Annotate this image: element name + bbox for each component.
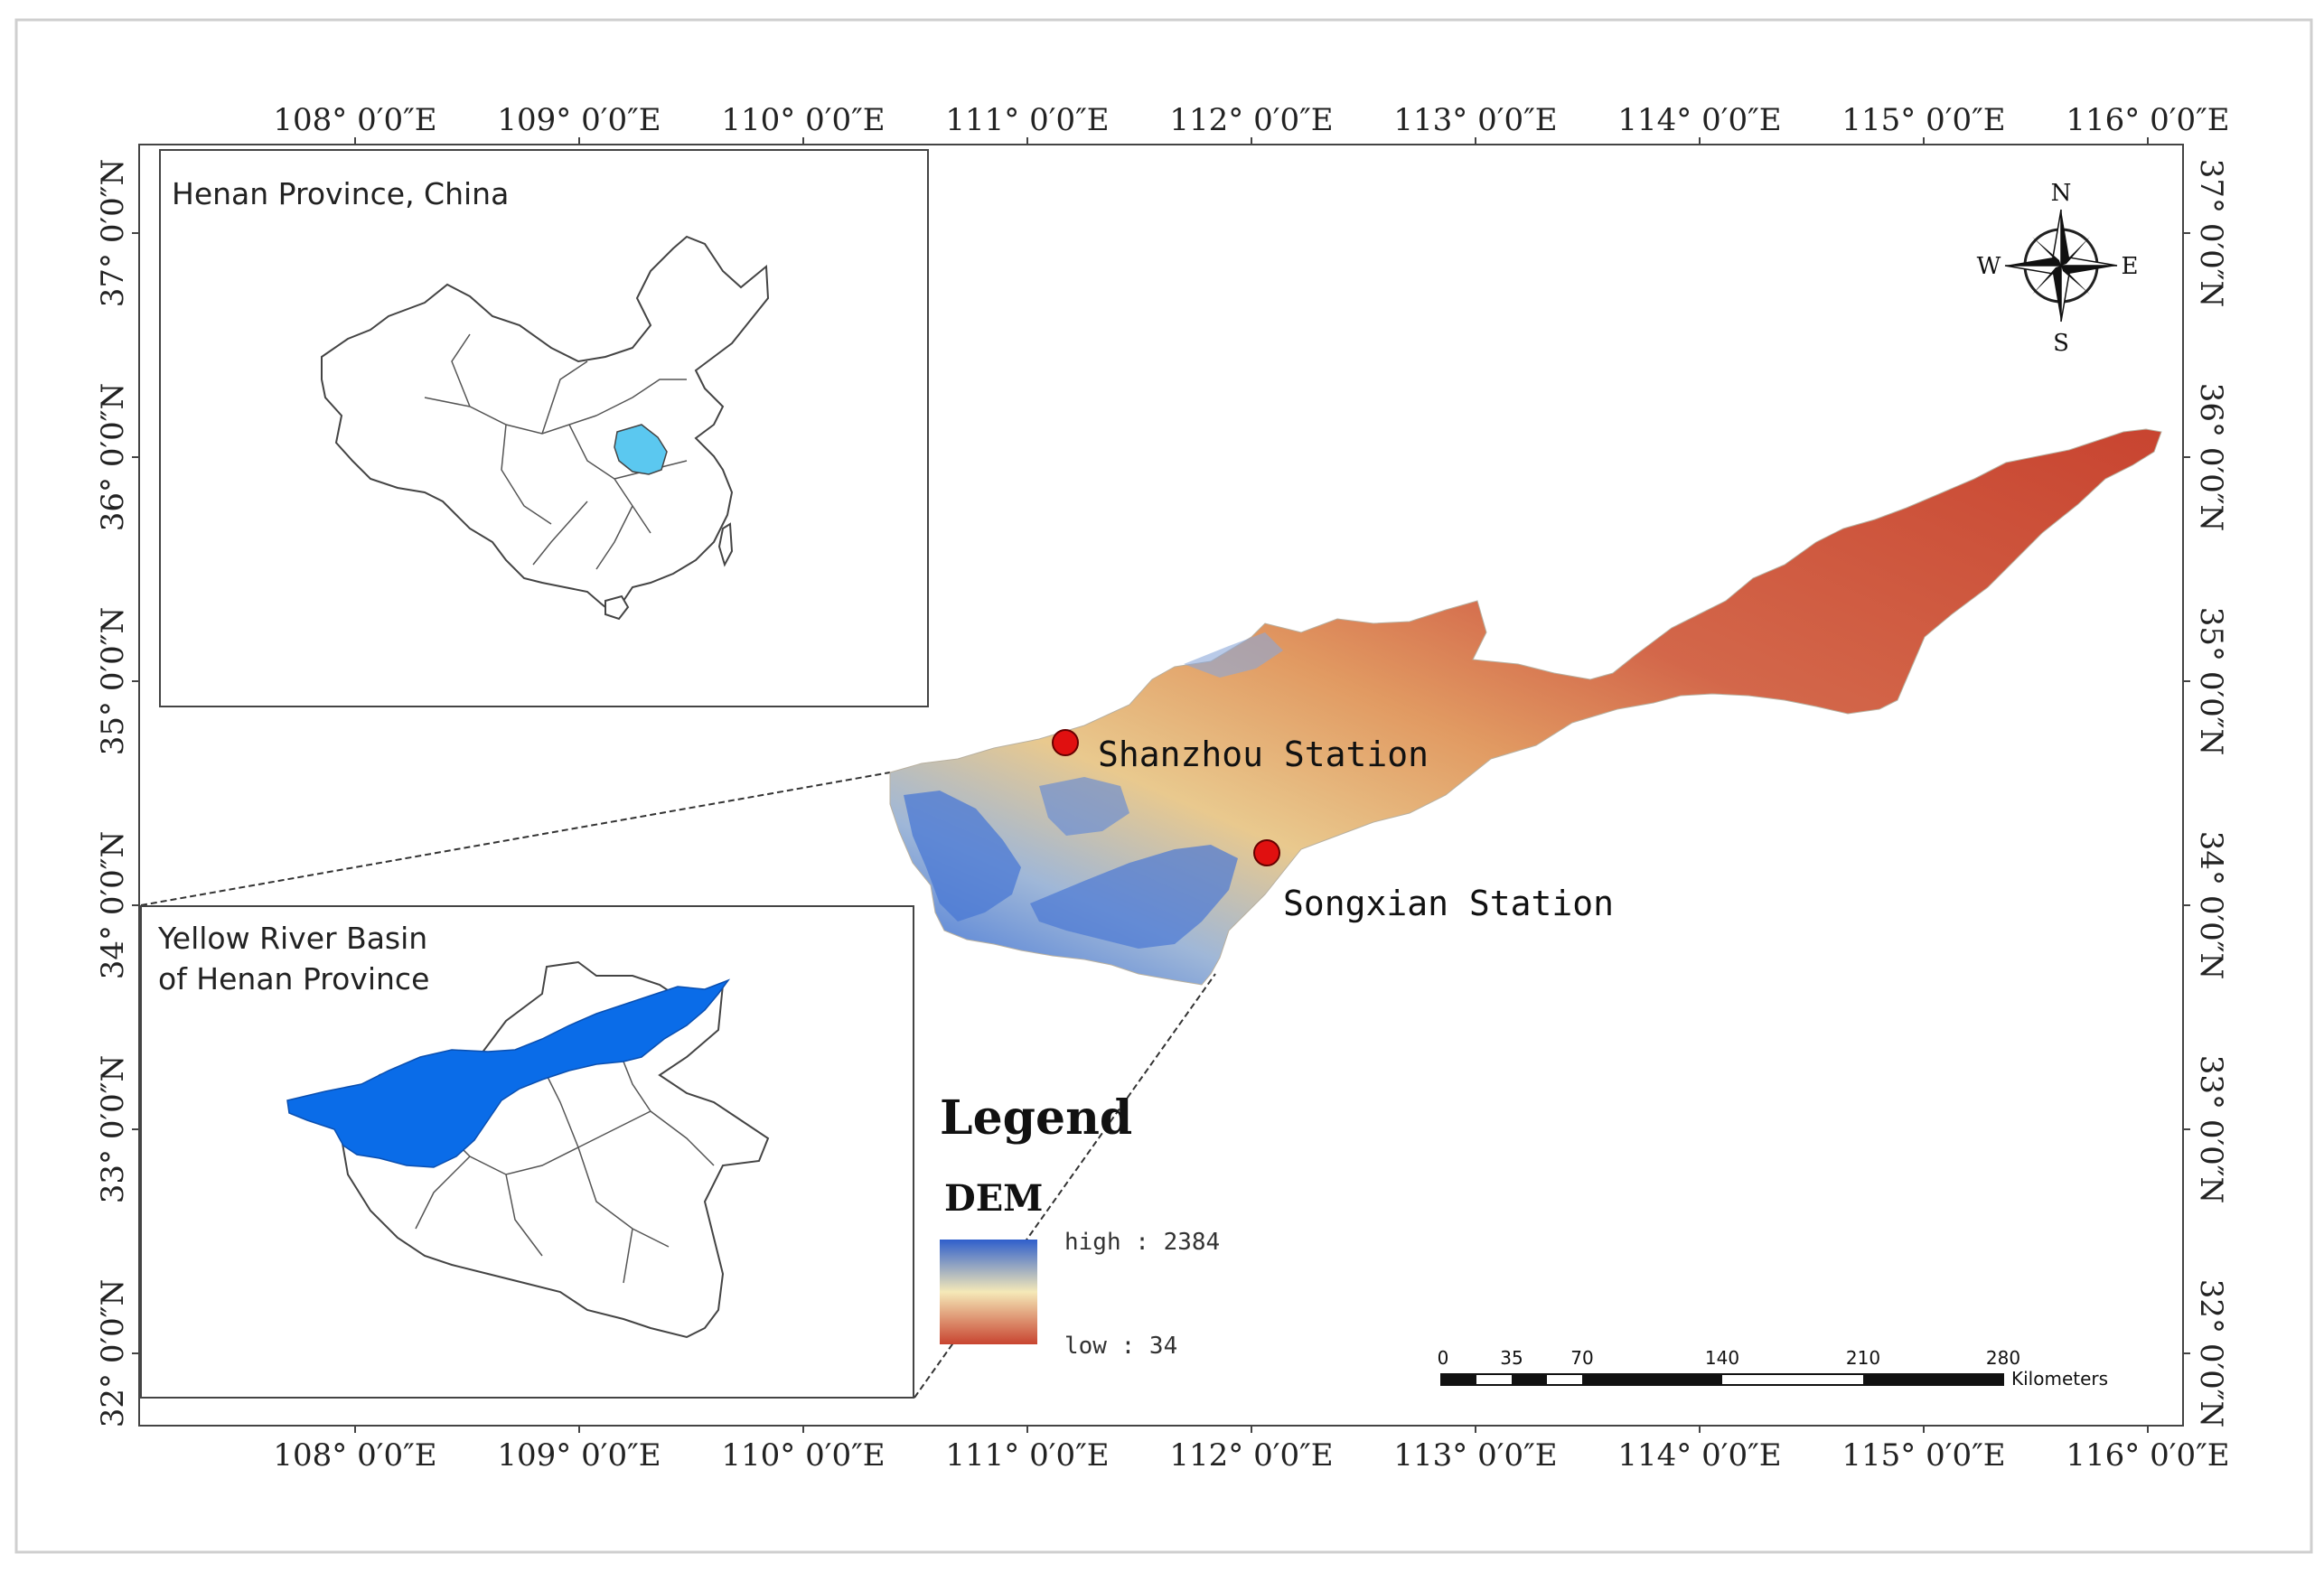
scale-tick-label: 35 [1500,1347,1523,1369]
scale-bar-segment [1512,1374,1547,1385]
compass-point-sw [2032,266,2061,295]
compass-point-w [2005,257,2061,266]
bottom-lon-label: 113° 0′0″E [1393,1437,1557,1474]
legend-layer-name: DEM [944,1177,1043,1220]
inset-basin-title-line1: Yellow River Basin [157,921,427,956]
left-lat-label: 34° 0′0″N [95,831,131,980]
bottom-lon-label: 112° 0′0″E [1169,1437,1333,1474]
dem-highland-west [904,791,1021,922]
dem-highland-north [1184,632,1283,678]
hainan-outline [604,594,630,621]
left-lat-label: 32° 0′0″N [95,1279,131,1428]
scale-bar-segment [1582,1374,1722,1385]
top-longitude-labels: 108° 0′0″E 109° 0′0″E 110° 0′0″E 111° 0′… [273,102,2229,138]
scale-bar: 0 35 70 140 210 280 Kilometers [1438,1347,2108,1390]
connector-line-bottom [914,973,1216,1399]
left-lat-label: 35° 0′0″N [95,607,131,756]
right-latitude-labels: 37° 0′0″N 36° 0′0″N 35° 0′0″N 34° 0′0″N … [2193,159,2229,1428]
legend-color-ramp [940,1240,1037,1344]
top-lon-label: 112° 0′0″E [1169,102,1333,138]
legend-high-label: high : 2384 [1064,1229,1220,1256]
bottom-lon-label: 114° 0′0″E [1617,1437,1781,1474]
dem-highland-south [1030,845,1238,949]
scale-tick-label: 0 [1438,1347,1449,1369]
station-marker[interactable] [1052,729,1079,756]
inset-basin-title-line2: of Henan Province [158,961,429,997]
legend-title: Legend [940,1090,1132,1146]
taiwan-outline [717,522,734,567]
station-label: Shanzhou Station [1098,735,1429,774]
yellow-river-basin-highlight [286,978,731,1168]
left-latitude-labels: 37° 0′0″N 36° 0′0″N 35° 0′0″N 34° 0′0″N … [95,159,131,1428]
bottom-longitude-labels: 108° 0′0″E 109° 0′0″E 110° 0′0″E 111° 0′… [273,1437,2229,1474]
dem-study-area [889,428,2162,986]
left-lat-label: 36° 0′0″N [95,383,131,532]
scale-tick-label: 140 [1705,1347,1739,1369]
compass-label-s: S [2053,330,2069,357]
right-lat-label: 37° 0′0″N [2193,159,2229,308]
top-lon-label: 113° 0′0″E [1393,102,1557,138]
top-lon-label: 115° 0′0″E [1841,102,2005,138]
scale-tick-label: 70 [1570,1347,1593,1369]
figure-border [14,18,2313,1554]
graticule-ticks [132,137,2190,1433]
henan-prefecture-borders [415,1038,715,1284]
top-lon-label: 111° 0′0″E [945,102,1109,138]
compass-label-w: W [1977,253,2001,280]
connector-line-top [140,772,891,906]
right-lat-label: 33° 0′0″N [2193,1055,2229,1204]
compass-point-se [2061,266,2090,295]
compass-point-e [2061,266,2117,274]
scale-unit-label: Kilometers [2011,1368,2108,1390]
compass-point-nw [2032,237,2061,266]
top-lon-label: 108° 0′0″E [273,102,436,138]
bottom-lon-label: 109° 0′0″E [497,1437,661,1474]
station-songxian[interactable]: Songxian Station [1253,839,1614,923]
scale-bar-segment [1441,1374,1476,1385]
inset-china-title: Henan Province, China [172,176,509,211]
inset-china: Henan Province, China [159,149,929,707]
legend-low-label: low : 34 [1064,1333,1177,1360]
compass-label-e: E [2122,253,2139,280]
compass-point-s [2053,266,2061,322]
bottom-lon-label: 108° 0′0″E [273,1437,436,1474]
compass-point-n [2061,210,2069,266]
inset-basin: Yellow River Basin of Henan Province [140,905,914,1399]
legend: Legend DEM high : 2384 low : 34 [940,1090,1220,1360]
top-lon-label: 109° 0′0″E [497,102,661,138]
top-lon-label: 116° 0′0″E [2066,102,2229,138]
station-shanzhou[interactable]: Shanzhou Station [1052,729,1429,774]
scale-bar-segment [1863,1374,2003,1385]
north-arrow-compass: N S E W [1977,180,2139,357]
top-lon-label: 114° 0′0″E [1617,102,1781,138]
station-label: Songxian Station [1283,884,1614,923]
top-lon-label: 110° 0′0″E [721,102,885,138]
scale-tick-label: 280 [1986,1347,2020,1369]
scale-tick-label: 210 [1846,1347,1880,1369]
henan-highlight [614,424,668,475]
left-lat-label: 37° 0′0″N [95,159,131,308]
left-lat-label: 33° 0′0″N [95,1055,131,1204]
station-marker[interactable] [1253,839,1280,866]
bottom-lon-label: 116° 0′0″E [2066,1437,2229,1474]
right-lat-label: 35° 0′0″N [2193,607,2229,756]
right-lat-label: 34° 0′0″N [2193,831,2229,980]
compass-label-n: N [2051,180,2072,207]
right-lat-label: 32° 0′0″N [2193,1279,2229,1428]
compass-point-ne [2061,237,2090,266]
bottom-lon-label: 111° 0′0″E [945,1437,1109,1474]
bottom-lon-label: 110° 0′0″E [721,1437,885,1474]
bottom-lon-label: 115° 0′0″E [1841,1437,2005,1474]
dem-highland-central [1039,777,1129,836]
right-lat-label: 36° 0′0″N [2193,383,2229,532]
